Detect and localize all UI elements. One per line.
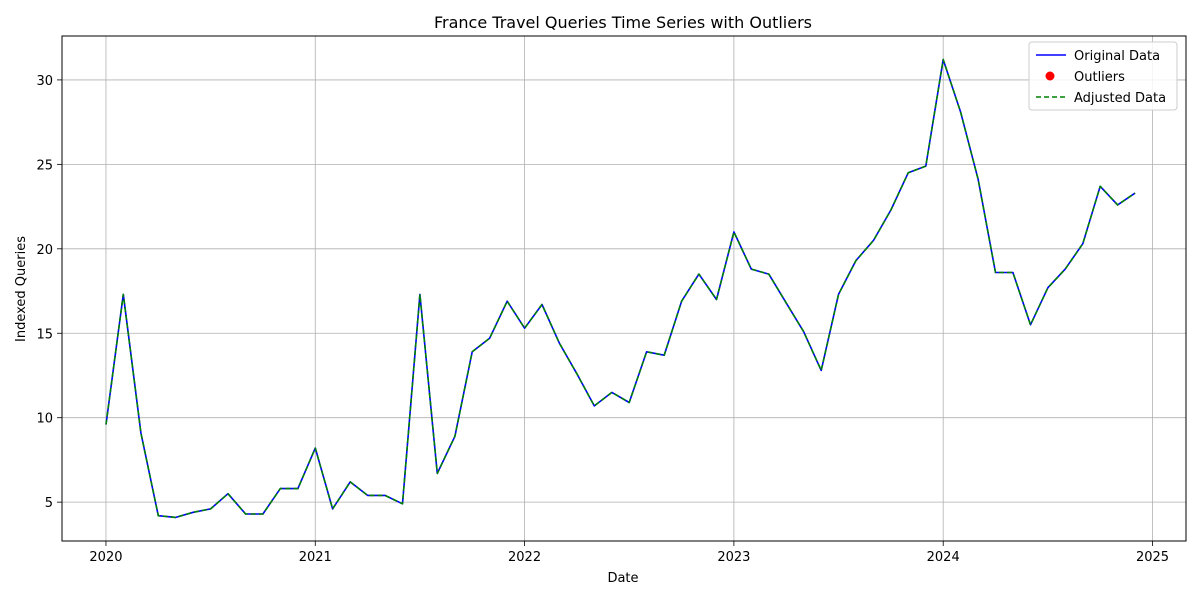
y-tick-label: 5: [45, 496, 53, 511]
y-tick-label: 30: [36, 74, 53, 89]
y-axis-title: Indexed Queries: [14, 236, 29, 342]
legend-label-adjusted-data: Adjusted Data: [1074, 91, 1166, 106]
series-layer: [105, 58, 1136, 519]
y-tick-label: 15: [36, 327, 53, 342]
y-tick-label: 20: [36, 243, 53, 258]
x-tick-label: 2025: [1136, 550, 1169, 565]
grid-lines: [62, 36, 1186, 541]
legend-label-original-data: Original Data: [1074, 49, 1160, 64]
y-tick-label: 25: [36, 158, 53, 173]
legend: Original Data Outliers Adjusted Data: [1028, 41, 1178, 111]
x-tick-label: 2021: [299, 550, 332, 565]
plot-frame: [61, 35, 1187, 542]
y-tick-label: 10: [36, 412, 53, 427]
x-tick-label: 2022: [508, 550, 541, 565]
chart-title: France Travel Queries Time Series with O…: [434, 13, 812, 32]
x-tick-label: 2020: [89, 550, 122, 565]
legend-label-outliers: Outliers: [1074, 70, 1125, 85]
x-tick-label: 2024: [927, 550, 960, 565]
series-line-adjusted-data: [105, 58, 1136, 519]
x-axis-title: Date: [607, 571, 638, 586]
x-tick-label: 2023: [717, 550, 750, 565]
legend-swatch-outliers: [1045, 71, 1055, 81]
legend-box: [1028, 41, 1178, 111]
